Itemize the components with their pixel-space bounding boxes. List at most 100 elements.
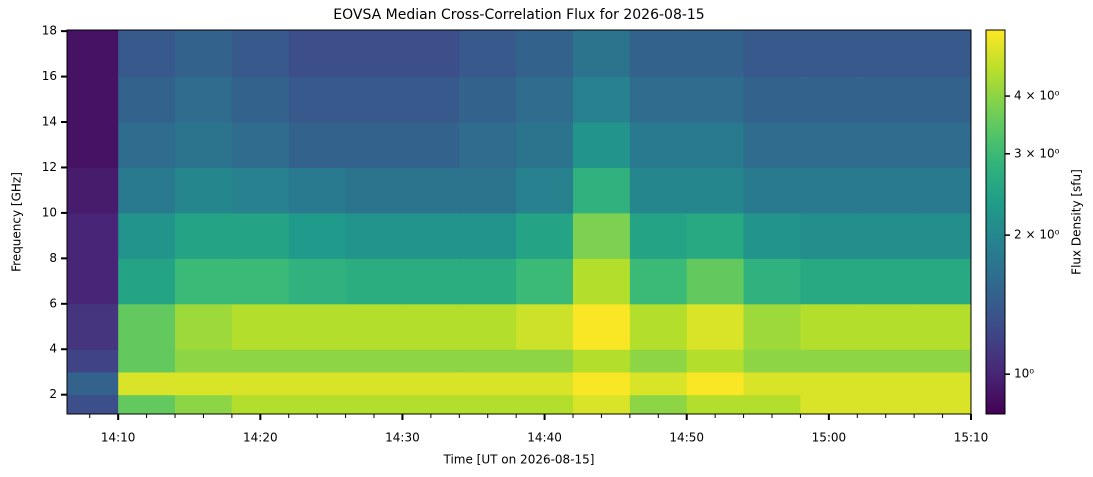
heatmap-cell [516,212,574,259]
heatmap-cell [288,167,347,214]
heatmap-cell [914,394,972,415]
heatmap-cell [629,371,688,396]
heatmap-cell [67,394,119,415]
heatmap-cell [175,394,233,415]
heatmap-cell [175,122,233,168]
heatmap-cell [914,371,972,396]
heatmap-cell [800,371,858,396]
heatmap-cell [516,303,574,350]
heatmap-cell [629,167,688,214]
heatmap-cell [800,258,858,305]
x-tick-label: 14:10 [101,431,136,445]
heatmap-cell [175,303,233,350]
heatmap-cell [459,394,517,415]
heatmap-cell [459,122,517,168]
heatmap-cell [516,394,574,415]
heatmap-cell [402,349,460,373]
heatmap-cell [402,167,460,214]
y-tick-label: 6 [49,296,57,310]
heatmap-cell [459,167,517,214]
heatmap-cell [118,371,176,396]
heatmap-cell [118,212,176,259]
heatmap-cell [516,30,574,78]
x-tick-label: 14:30 [385,431,420,445]
heatmap-cell [516,371,574,396]
heatmap-cell [288,303,347,350]
heatmap-cell [288,212,347,259]
heatmap-cell [118,394,176,415]
heatmap-cell [67,258,119,305]
heatmap-cell [67,212,119,259]
colorbar-tick-label: 10⁰ [1014,367,1034,381]
y-tick-label: 4 [49,342,57,356]
heatmap-cell [345,394,403,415]
heatmap-cell [800,76,858,123]
heatmap-cell [629,76,688,123]
heatmap-cell [800,122,858,168]
heatmap-cell [573,394,631,415]
heatmap-cell [175,371,233,396]
heatmap-cell [288,371,347,396]
heatmap-cell [686,349,745,373]
heatmap-cell [175,349,233,373]
heatmap-cell [231,349,290,373]
heatmap-cell [288,394,347,415]
heatmap-cell [402,76,460,123]
x-tick-label: 15:00 [812,431,847,445]
heatmap-cell [800,349,858,373]
y-tick-label: 16 [42,69,57,83]
colorbar [985,29,1006,415]
heatmap-cell [800,167,858,214]
heatmap-cell [573,76,631,123]
heatmap-cell [231,258,290,305]
heatmap-cell [914,212,972,259]
x-tick-label: 14:50 [669,431,704,445]
plot-frame [66,29,972,415]
heatmap-cell [914,122,972,168]
heatmap-cell [800,212,858,259]
heatmap-cell [629,394,688,415]
heatmap-cell [118,76,176,123]
y-tick-label: 14 [42,115,57,129]
heatmap-cell [857,371,915,396]
heatmap-cell [686,30,745,78]
heatmap-cell [402,212,460,259]
y-tick-label: 10 [42,205,57,219]
heatmap-cell [857,30,915,78]
heatmap-cell [345,122,403,168]
heatmap-cell [516,349,574,373]
heatmap-cell [857,122,915,168]
heatmap-cell [743,122,801,168]
y-tick-label: 12 [42,160,57,174]
heatmap-cell [118,167,176,214]
heatmap-cell [573,303,631,350]
heatmap-cell [67,349,119,373]
heatmap-cell [743,212,801,259]
heatmap-cell [402,30,460,78]
heatmap-cell [743,258,801,305]
heatmap-cell [118,122,176,168]
heatmap-cell [175,212,233,259]
heatmap-cell [402,258,460,305]
x-tick-label: 14:40 [527,431,562,445]
heatmap-cell [231,394,290,415]
heatmap-cell [459,30,517,78]
heatmap-cell [118,30,176,78]
colorbar-tick-label: 4 × 10⁰ [1014,89,1060,103]
heatmap-cell [516,167,574,214]
heatmap-cell [459,371,517,396]
heatmap-cell [345,30,403,78]
heatmap-cell [743,349,801,373]
heatmap-cell [573,122,631,168]
colorbar-label: Flux Density [sfu] [1070,169,1084,275]
heatmap-cell [914,30,972,78]
heatmap-cell [857,167,915,214]
heatmap-cell [231,167,290,214]
heatmap-cell [629,349,688,373]
heatmap-cell [686,212,745,259]
heatmap-cell [573,349,631,373]
heatmap-cell [516,122,574,168]
heatmap-cell [743,394,801,415]
heatmap-cell [288,30,347,78]
heatmap-cell [67,30,119,78]
